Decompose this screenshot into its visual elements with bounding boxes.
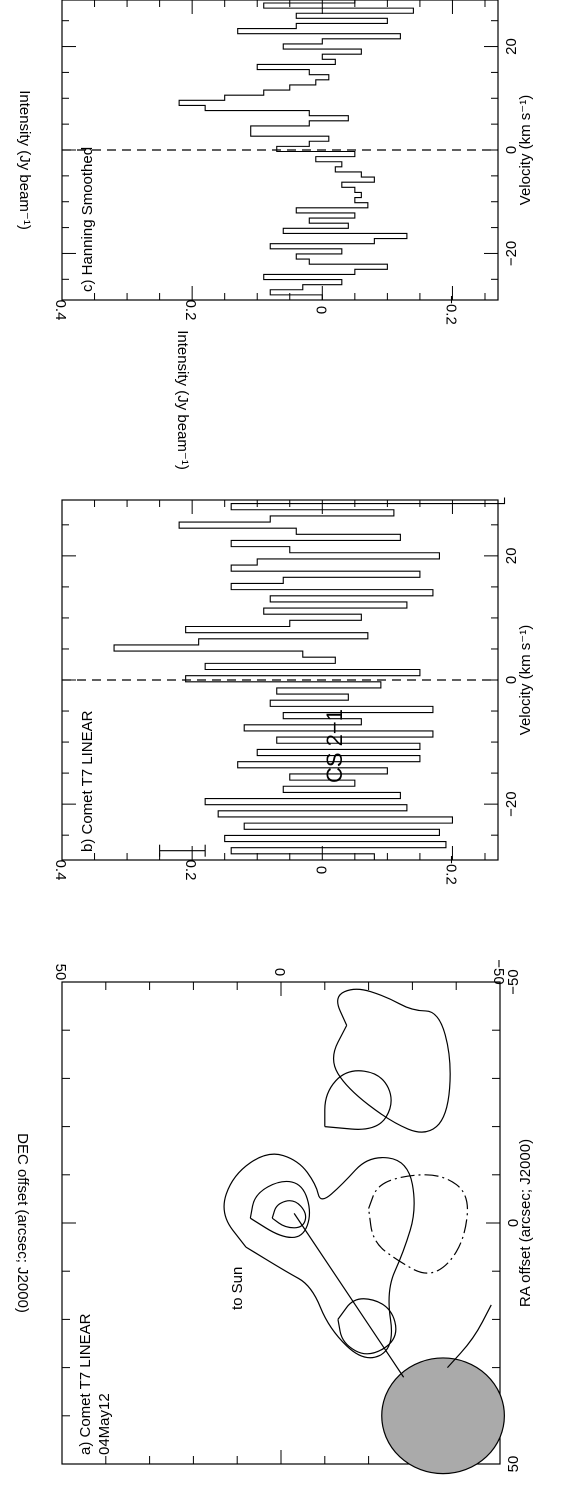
y-tick-label: 0.4 [52, 300, 69, 321]
figure-title: CS 2−1 [322, 709, 347, 783]
y-tick-label: 0.4 [52, 860, 69, 881]
contour-line [223, 1153, 415, 1359]
panel-c-ylabel: Intensity (Jy beam⁻¹) [16, 90, 33, 230]
y-tick-label: 0.2 [182, 860, 199, 881]
x-tick-label: 0 [505, 1219, 522, 1227]
x-tick-label: 50 [505, 1456, 522, 1473]
beam-ellipse [381, 1357, 505, 1475]
x-tick-label: 0 [503, 676, 520, 684]
contour-line [446, 1304, 492, 1369]
x-tick-label: 0 [503, 146, 520, 154]
panel-b-xlabel: Velocity (km s⁻¹) [517, 625, 534, 735]
contour-line [271, 1200, 307, 1229]
contour-line [249, 1180, 311, 1239]
sun-direction-line [293, 1213, 405, 1378]
contour-line [337, 1298, 397, 1355]
panel-a-xlabel: RA offset (arcsec; J2000) [517, 1139, 534, 1307]
panel-b-ylabel: Intensity (Jy beam⁻¹) [174, 330, 191, 470]
panel-b-label: b) Comet T7 LINEAR [79, 710, 96, 852]
y-tick-label: 50 [52, 964, 69, 981]
panel-a-ylabel: DEC offset (arcsec; J2000) [14, 1133, 31, 1313]
y-tick-label: 0 [271, 968, 288, 976]
x-tick-label: −20 [503, 791, 520, 816]
x-tick-label: 20 [503, 38, 520, 55]
panel-b-step-series [113, 497, 506, 860]
panel-a-ticks [61, 981, 501, 1465]
error-bar [159, 844, 206, 857]
y-tick-label: 0.2 [182, 300, 199, 321]
panel-a-tick-labels: 50 0 −50−50 0 50 [52, 959, 522, 1472]
sun-annotation: to Sun [229, 1267, 246, 1310]
panel-c-spectrum: c) Hanning Smoothed −20 0 20 −0.2 0 0.2 0.4 Ve… [16, 0, 534, 325]
contour-line [332, 988, 451, 1133]
y-tick-label: −50 [490, 959, 507, 984]
y-tick-label: 0 [312, 866, 329, 874]
panel-a-label: a) Comet T7 LINEAR [77, 1313, 94, 1455]
contour-line [324, 1070, 392, 1130]
panel-c-label: c) Hanning Smoothed [79, 147, 96, 292]
x-tick-label: −50 [505, 969, 522, 994]
x-tick-label: −20 [503, 241, 520, 266]
y-tick-label: 0 [312, 306, 329, 314]
panel-c-xlabel: Velocity (km s⁻¹) [517, 95, 534, 205]
panel-b-tick-labels: −20 0 20 −0.2 0 0.2 0.4 [52, 548, 520, 885]
panel-c-step-series [178, 0, 414, 300]
panel-c-tick-labels: −20 0 20 −0.2 0 0.2 0.4 [52, 38, 520, 325]
panel-a-contour: a) Comet T7 LINEAR 04May12 to Sun 50 0 −50… [14, 959, 534, 1475]
x-tick-label: 20 [503, 548, 520, 565]
y-tick-label: −0.2 [442, 295, 459, 325]
contour-line [368, 1174, 469, 1274]
panel-a-contours [223, 988, 492, 1369]
panel-b-spectrum: b) Comet T7 LINEAR −20 0 20 −0.2 0 0.2 0.4 Vel… [52, 330, 534, 885]
panel-a-date: 04May12 [96, 1393, 113, 1455]
y-tick-label: −0.2 [442, 855, 459, 885]
